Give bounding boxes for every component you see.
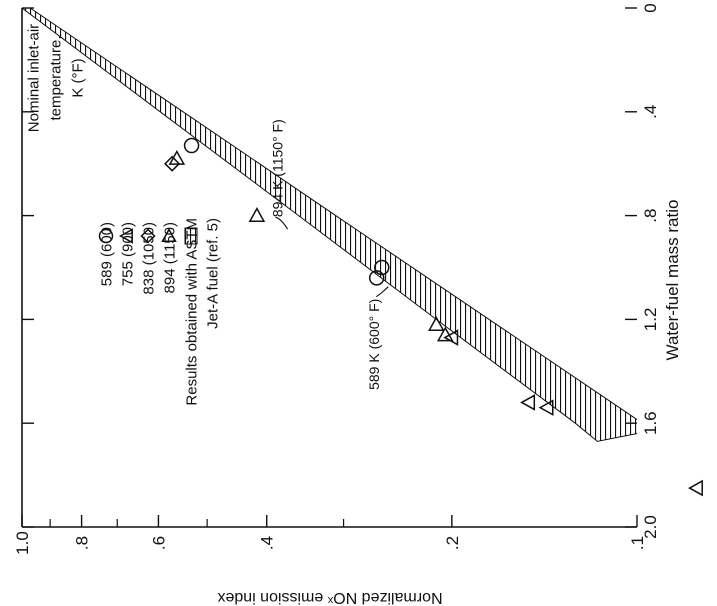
x-tick-label: .8 <box>641 209 660 223</box>
legend-title-line: Nominal inlet-air <box>25 24 42 132</box>
legend-marker-triangle-left <box>118 228 133 244</box>
data-point-triangle-up <box>248 207 266 222</box>
legend-entry-label: 894 (1150) <box>161 222 178 293</box>
data-point-circle <box>183 137 200 154</box>
x-tick-label: 2.0 <box>641 515 660 539</box>
y-tick-label: .4 <box>258 536 277 550</box>
data-point-triangle-left <box>538 399 554 416</box>
legend-marker-triangle-up <box>161 227 177 242</box>
annotation-leader <box>375 286 389 298</box>
data-point-diamond <box>164 155 181 172</box>
x-tick-label: 0 <box>641 3 660 12</box>
data-point-triangle-left <box>688 479 703 497</box>
legend: Nominal inlet-air temperature, K (°F) 589 (… <box>25 24 221 406</box>
result-band <box>22 8 637 442</box>
y-axis-label-subscript: x <box>327 594 333 606</box>
x-axis-ticks: 0 .4 .8 1.2 1.6 2.0 <box>22 3 660 539</box>
legend-band-label: Jet-A fuel (ref. 5) <box>204 218 221 329</box>
y-axis-label: Normalized NOx emission index <box>217 589 442 606</box>
band-annotation: 894 K (1150° F) <box>269 119 285 217</box>
legend-band-label: Results obtained with ASTM <box>183 218 200 406</box>
band-annotation: 589 K (600° F) <box>366 299 382 390</box>
legend-marker-diamond <box>140 228 156 244</box>
y-axis-label-main: Normalized NO <box>333 589 442 606</box>
y-axis-ticks: 1.0 .8 .6 .4 .2 .1 <box>13 515 647 555</box>
y-tick-label: .2 <box>443 536 462 550</box>
data-point-triangle-up <box>428 316 445 331</box>
y-tick-label: .6 <box>149 536 168 550</box>
band-layer <box>22 8 637 442</box>
data-point-circle <box>374 259 390 276</box>
data-point-triangle-up <box>168 149 186 165</box>
legend-entry-label: 589 (600) <box>98 222 115 286</box>
legend-title-line: K (°F) <box>69 58 86 97</box>
x-tick-label: 1.2 <box>641 308 660 332</box>
x-axis-label: Water-fuel mass ratio <box>663 200 682 361</box>
legend-marker-circle <box>98 228 114 244</box>
x-tick-label: 1.6 <box>641 411 660 435</box>
legend-entry-label: 755 (900) <box>119 222 136 286</box>
data-point-triangle-left <box>520 394 536 411</box>
plot-frame <box>21 8 637 528</box>
data-point-circle <box>368 270 385 286</box>
x-tick-label: .4 <box>641 105 660 119</box>
y-tick-label: .1 <box>628 536 647 550</box>
band-annotations: 894 K (1150° F) 589 K (600° F) <box>269 119 389 390</box>
data-point-triangle-up <box>436 326 454 342</box>
annotation-leader <box>275 216 289 230</box>
y-tick-label: 1.0 <box>13 531 32 555</box>
legend-entry-label: 838 (1050) <box>140 222 157 295</box>
y-tick-label: .8 <box>73 536 92 550</box>
y-axis-label-rest: emission index <box>217 589 327 606</box>
legend-band-swatch <box>184 227 198 245</box>
data-points <box>164 137 703 497</box>
legend-title-line: temperature, <box>47 35 64 120</box>
